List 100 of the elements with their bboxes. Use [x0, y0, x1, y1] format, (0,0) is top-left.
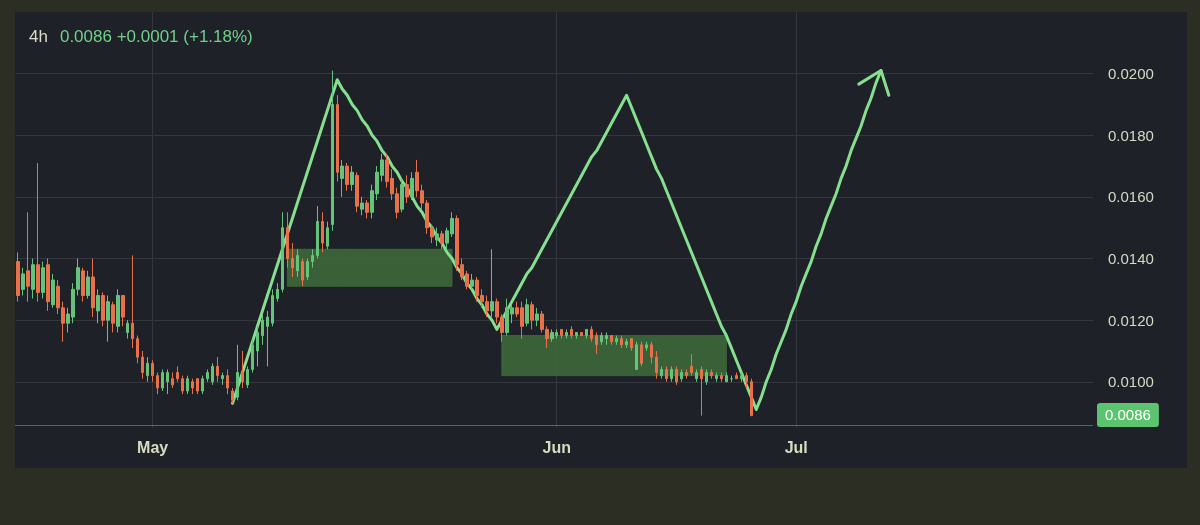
candlestick [101, 291, 105, 327]
candlestick [405, 174, 409, 204]
candlestick [700, 365, 703, 417]
candlestick [570, 325, 573, 340]
candlestick [650, 341, 653, 364]
candlestick [261, 313, 264, 346]
candlestick [201, 375, 204, 395]
candlestick [725, 372, 728, 383]
candlestick [605, 331, 608, 346]
candlestick [355, 171, 359, 213]
candlestick [91, 258, 95, 318]
candlestick [106, 295, 110, 343]
candlestick [435, 227, 439, 247]
candlestick [740, 372, 743, 383]
candlestick [291, 242, 294, 278]
candlestick [216, 356, 219, 383]
candlestick [595, 331, 598, 355]
candlestick [625, 338, 628, 349]
candlestick [166, 368, 169, 395]
candlestick [750, 378, 753, 417]
candlestick [321, 211, 324, 253]
candlestick [286, 211, 289, 269]
candlestick [350, 165, 354, 192]
candlestick [660, 365, 663, 380]
candlestick [236, 344, 239, 401]
x-tick-label: May [137, 438, 169, 456]
candlestick [226, 368, 229, 395]
x-tick-label: Jul [784, 438, 808, 456]
candlestick [610, 335, 613, 346]
candlestick [121, 295, 125, 327]
candlestick [251, 338, 254, 374]
y-tick-label: 0.0140 [1108, 250, 1154, 268]
candlestick [21, 267, 25, 296]
candlestick [241, 350, 244, 389]
candlestick [345, 162, 349, 192]
candlestick [126, 319, 129, 340]
candlestick [141, 350, 144, 380]
candlestick [470, 273, 474, 290]
candlestick [580, 331, 583, 337]
candlestick [211, 362, 214, 386]
x-tick-label: Jun [542, 438, 571, 456]
candlestick [620, 335, 623, 349]
candlestick [715, 372, 718, 383]
candlestick [490, 248, 494, 318]
candlestick [311, 248, 314, 269]
candlestick [306, 258, 309, 281]
candlestick [530, 301, 534, 330]
candlestick [535, 307, 539, 327]
candlestick [111, 301, 115, 333]
candlestick [146, 356, 149, 383]
candlestick [600, 331, 603, 346]
candlestick [81, 267, 85, 303]
candlestick [231, 387, 234, 404]
candlestick [720, 372, 723, 383]
candlestick [585, 328, 588, 340]
candlestick [590, 325, 593, 343]
candlestick [365, 199, 369, 219]
candlestick [640, 341, 643, 367]
candlestick [630, 338, 633, 352]
candlestick [206, 368, 209, 383]
candlestick [116, 288, 120, 333]
candlestick [186, 375, 189, 395]
text: 4h [29, 27, 48, 46]
candlestick [86, 270, 90, 300]
candlestick [31, 258, 35, 300]
candlestick [665, 365, 668, 383]
candlestick [16, 251, 20, 303]
candlestick [336, 94, 339, 182]
candlestick [296, 248, 299, 278]
candlestick [565, 328, 568, 340]
candlestick [271, 288, 274, 327]
candlestick [560, 328, 563, 340]
candlestick [41, 261, 45, 300]
candlestick [675, 365, 678, 386]
candlestick [316, 205, 319, 260]
candlestick [266, 310, 269, 367]
candlestick [131, 254, 134, 349]
y-tick-label: 0.0200 [1108, 65, 1154, 83]
candlestick [176, 365, 179, 383]
candlestick [331, 70, 334, 232]
candlestick [276, 282, 279, 303]
candlestick [196, 378, 199, 395]
candlestick [400, 177, 404, 213]
y-tick-label: 0.0100 [1108, 373, 1154, 391]
y-tick-label: 0.0180 [1108, 126, 1154, 144]
candlestick [410, 171, 414, 201]
candlestick [301, 258, 304, 287]
candlestick [645, 341, 648, 352]
candlestick [340, 159, 344, 198]
candlestick [191, 378, 194, 395]
candlestick [680, 368, 683, 383]
candlestick [221, 372, 224, 386]
candlestick [615, 335, 618, 346]
candlestick [46, 258, 50, 312]
candlestick [151, 359, 154, 383]
candlestick [745, 372, 748, 389]
candlestick [171, 372, 174, 389]
candlestick [96, 288, 100, 324]
candlestick [161, 368, 164, 392]
candlestick [246, 365, 249, 389]
